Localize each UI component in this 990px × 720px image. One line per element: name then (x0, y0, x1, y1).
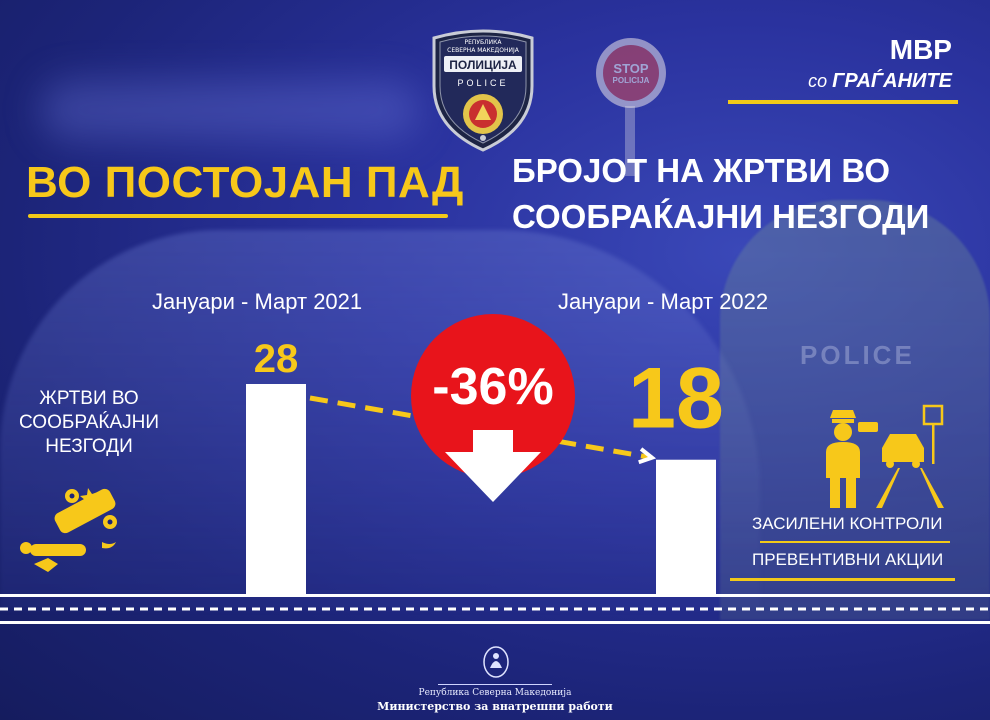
traffic-police-radar-icon (826, 404, 944, 508)
value-label-0: 28 (254, 337, 299, 381)
victims-label: ЖРТВИ ВО СООБРАЌАЈНИ НЕЗГОДИ (14, 387, 164, 459)
bar-1 (656, 459, 716, 596)
badge-line-1: РЕПУБЛИКА (464, 39, 502, 46)
stop-sign-icon: STOP POLICIJA (596, 38, 666, 108)
stop-sign-handle (625, 106, 635, 176)
brand-title: МВР (889, 34, 952, 65)
victims-label-line-1: ЖРТВИ ВО (39, 388, 139, 409)
brand-subtitle-prefix: со (808, 71, 828, 91)
stop-sign-subtext: POLICIJA (612, 75, 650, 85)
victims-label-line-3: НЕЗГОДИ (45, 436, 133, 457)
change-down-arrow (445, 430, 541, 502)
measure-label-2: ПРЕВЕНТИВНИ АКЦИИ (752, 550, 944, 569)
badge-line-2: СЕВЕРНА МАКЕДОНИЈА (447, 47, 520, 54)
headline-left-underline (28, 214, 448, 218)
bar-0 (246, 384, 306, 596)
measure-underline (730, 578, 955, 581)
background-vest-text: POLICE (800, 340, 915, 370)
brand-underline (728, 100, 958, 104)
stop-sign-text: STOP (613, 60, 649, 76)
category-label-2022: Јануари - Март 2022 (558, 289, 769, 314)
brand-subtitle: со ГРАЃАНИТЕ (808, 70, 952, 93)
coat-of-arms-icon (483, 646, 509, 678)
car-crash-icon (20, 488, 117, 572)
measure-divider (760, 541, 950, 543)
footer-ministry: Министерство за внатрешни работи (377, 700, 613, 713)
value-label-1: 18 (628, 351, 724, 447)
headline-right-line-1: БРОЈОТ НА ЖРТВИ ВО (512, 152, 891, 189)
headline-right: БРОЈОТ НА ЖРТВИ ВО СООБРАЌАЈНИ НЕЗГОДИ (512, 148, 929, 240)
footer-divider (438, 684, 552, 685)
change-percent-label: -36% (432, 358, 553, 416)
trend-arrowhead (638, 447, 657, 465)
measure-label-1: ЗАСИЛЕНИ КОНТРОЛИ (752, 514, 943, 533)
change-circle (411, 314, 575, 478)
background-officer (720, 200, 990, 620)
category-label-2021: Јануари - Март 2021 (152, 289, 363, 314)
victims-label-line-2: СООБРАЌАЈНИ (18, 412, 160, 433)
police-badge-icon: РЕПУБЛИКА СЕВЕРНА МАКЕДОНИЈА ПОЛИЦИЈА PO… (432, 29, 534, 152)
road-divider (0, 594, 990, 624)
footer-country: Република Северна Македонија (418, 688, 572, 698)
badge-line-3: ПОЛИЦИЈА (449, 58, 517, 72)
background-car (0, 230, 760, 610)
headline-left: ВО ПОСТОЈАН ПАД (26, 158, 464, 207)
headline-right-line-2: СООБРАЌАЈНИ НЕЗГОДИ (512, 198, 930, 235)
background-light (40, 80, 420, 140)
badge-line-4: POLICE (457, 78, 508, 88)
brand-subtitle-main: ГРАЃАНИТЕ (832, 70, 952, 92)
